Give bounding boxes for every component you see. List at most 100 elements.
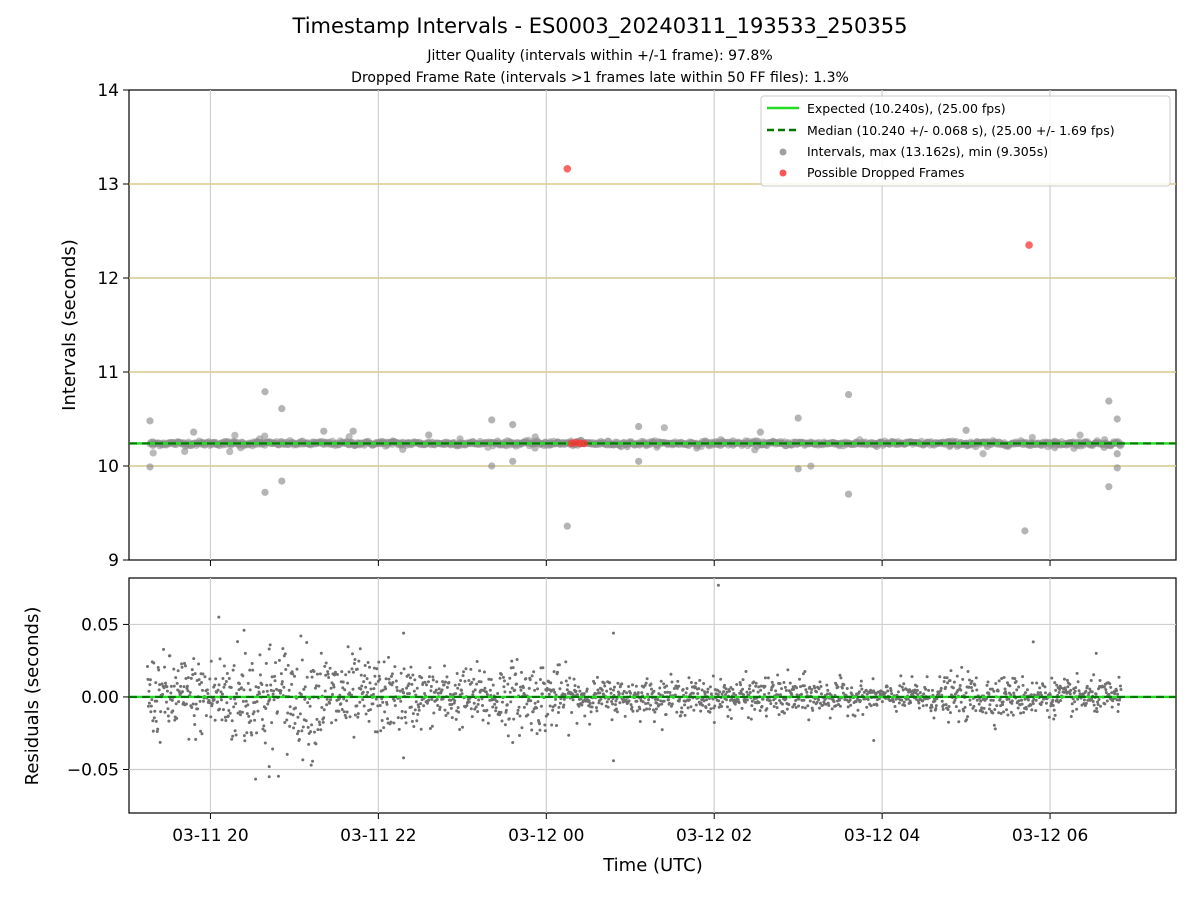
residual-point [1051, 704, 1055, 708]
residual-point [449, 698, 453, 702]
residual-point [358, 647, 362, 651]
residual-point [770, 680, 774, 684]
residual-point [794, 706, 798, 710]
residual-point [578, 689, 582, 693]
residual-point [842, 683, 846, 687]
residual-point [469, 667, 473, 671]
residual-point [629, 691, 633, 695]
residual-point [444, 680, 448, 684]
residual-point [1075, 671, 1079, 675]
residual-point [946, 681, 950, 685]
residual-point [359, 673, 363, 677]
residual-point [780, 702, 784, 706]
residual-point [649, 687, 653, 691]
interval-outlier-point [756, 428, 764, 436]
residual-point [1110, 705, 1114, 709]
residual-point [572, 677, 576, 681]
residual-point [523, 693, 527, 697]
residual-point [916, 693, 920, 697]
residual-point [313, 730, 317, 734]
residual-point [1002, 675, 1006, 679]
residual-point [638, 707, 642, 711]
residual-point [364, 685, 368, 689]
residual-point [802, 684, 806, 688]
residual-point [739, 683, 743, 687]
residual-outlier-point [402, 631, 406, 635]
residual-point [817, 698, 821, 702]
residual-point [596, 688, 600, 692]
residual-point [1098, 678, 1102, 682]
residual-point [409, 705, 413, 709]
residual-point [906, 697, 910, 701]
residual-point [751, 689, 755, 693]
residual-point [381, 700, 385, 704]
residual-point [653, 710, 657, 714]
residual-point [776, 673, 780, 677]
residual-point [505, 703, 509, 707]
residual-point [1022, 693, 1026, 697]
interval-outlier-point [962, 426, 970, 434]
residual-point [413, 678, 417, 682]
residual-point [434, 688, 438, 692]
residual-point [212, 698, 216, 702]
residual-point [806, 704, 810, 708]
residual-point [845, 698, 849, 702]
residual-point [464, 667, 468, 671]
residual-point [182, 701, 186, 705]
residual-point [278, 691, 282, 695]
interval-outlier-point [278, 405, 286, 413]
residual-point [265, 683, 269, 687]
residual-point [631, 709, 635, 713]
residual-point [1034, 698, 1038, 702]
residual-point [300, 729, 304, 733]
residual-point [400, 709, 404, 713]
residual-point [846, 705, 850, 709]
residual-point [284, 667, 288, 671]
residual-point [381, 688, 385, 692]
residual-point [1051, 698, 1055, 702]
residual-point [1084, 689, 1088, 693]
residual-point [174, 676, 178, 680]
residual-point [511, 666, 515, 670]
residual-point [577, 704, 581, 708]
residual-point [154, 719, 158, 723]
residual-point [527, 686, 531, 690]
residual-point [263, 741, 267, 745]
residual-point [954, 705, 958, 709]
residual-point [941, 707, 945, 711]
residual-point [703, 690, 707, 694]
residual-point [803, 669, 807, 673]
residual-point [411, 712, 415, 716]
residual-point [167, 719, 171, 723]
residual-point [1082, 698, 1086, 702]
residual-point [192, 714, 196, 718]
residual-point [409, 665, 413, 669]
residual-point [769, 688, 773, 692]
residual-point [1090, 690, 1094, 694]
residual-point [680, 706, 684, 710]
residual-point [250, 662, 254, 666]
residual-point [946, 707, 950, 711]
residual-point [874, 692, 878, 696]
residual-point [220, 718, 224, 722]
residual-point [534, 681, 538, 685]
residual-point [1057, 700, 1061, 704]
residuals-plot-frame [128, 577, 1177, 814]
residual-point [711, 674, 715, 678]
residual-point [812, 700, 816, 704]
residual-point [683, 703, 687, 707]
residual-point [992, 689, 996, 693]
residual-point [986, 680, 990, 684]
residual-point [959, 700, 963, 704]
residual-point [334, 718, 338, 722]
residual-point [447, 680, 451, 684]
residual-point [945, 676, 949, 680]
residual-point [565, 688, 569, 692]
residual-point [913, 688, 917, 692]
residual-point [499, 710, 503, 714]
residuals-y-ticks: −0.05 0.00 0.05 [67, 615, 129, 780]
residual-point [251, 668, 255, 672]
residual-point [1040, 700, 1044, 704]
residual-point [197, 662, 201, 666]
residual-point [210, 702, 214, 706]
